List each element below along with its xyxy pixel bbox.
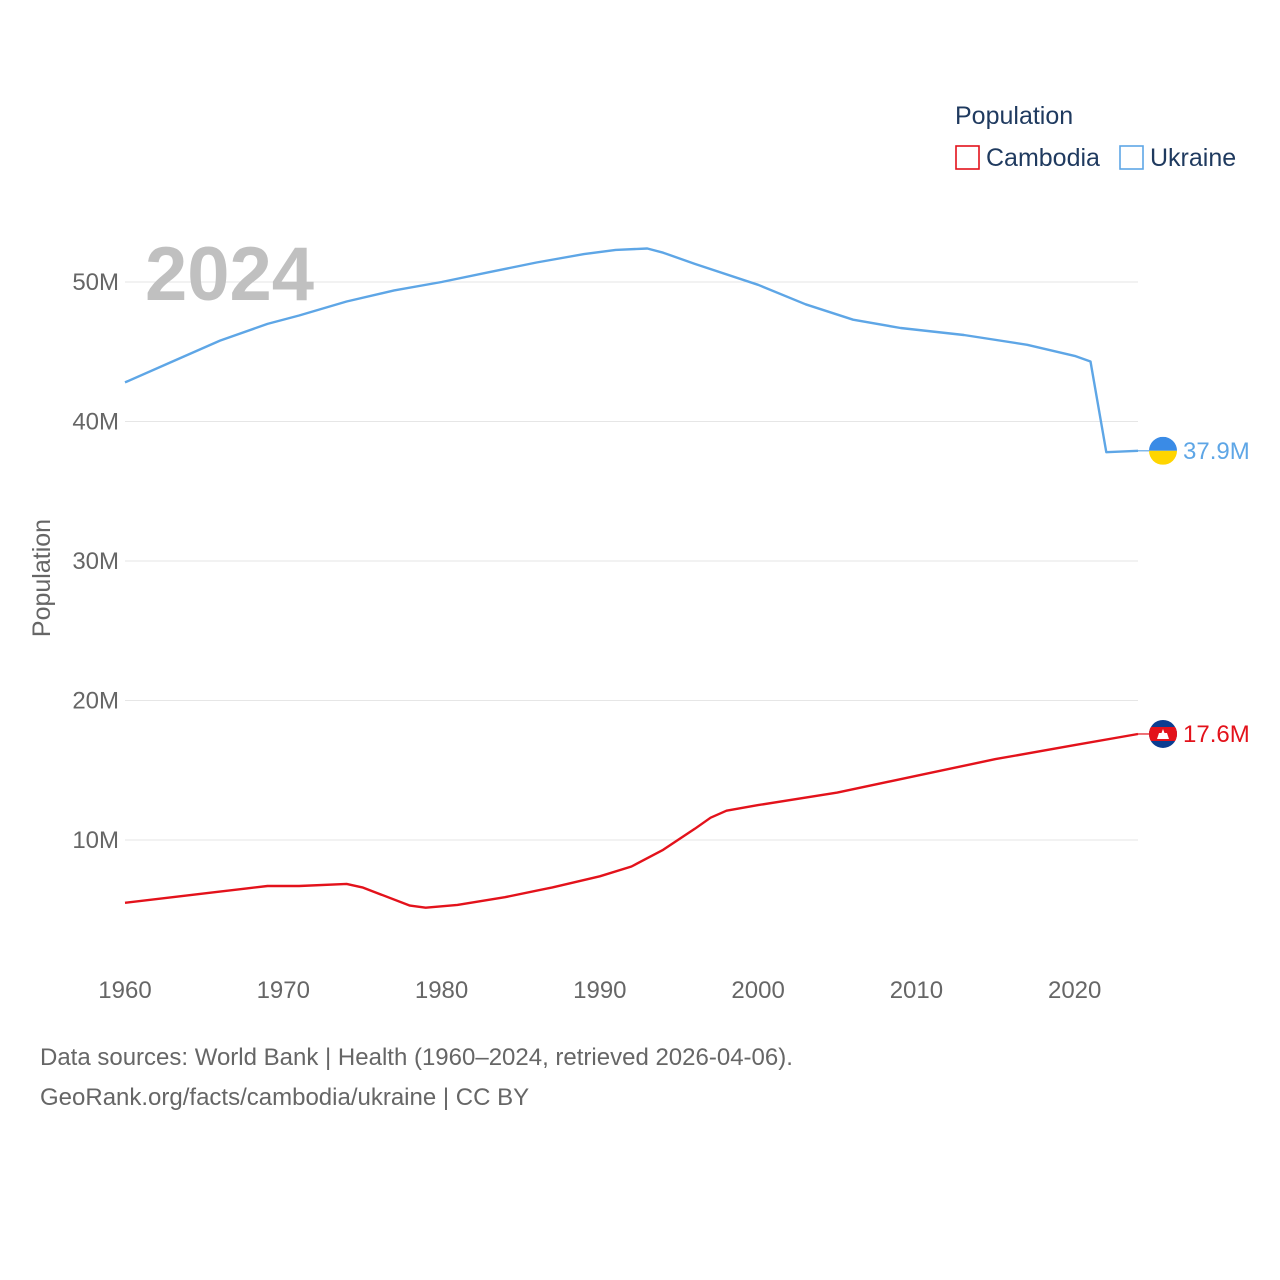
x-axis-ticks: 1960 1970 1980 1990 2000 2010 2020 <box>98 977 1101 1004</box>
legend-swatch-cambodia <box>955 145 980 170</box>
legend-swatch-ukraine <box>1119 145 1144 170</box>
y-tick-label: 50M <box>72 269 119 296</box>
ukraine-line <box>124 247 1139 454</box>
y-axis-title: Population <box>28 519 56 637</box>
cambodia-line <box>124 732 1139 909</box>
legend-title: Population <box>955 102 1073 130</box>
y-tick-label: 20M <box>72 688 119 715</box>
ukraine-end-label: 37.9M <box>1183 438 1250 465</box>
credit-line: GeoRank.org/facts/cambodia/ukraine | CC … <box>40 1084 530 1111</box>
series-lines <box>124 247 1139 909</box>
x-tick-label: 2000 <box>731 977 784 1004</box>
y-tick-label: 40M <box>72 409 119 436</box>
y-axis-ticks: 10M 20M 30M 40M 50M <box>72 269 119 854</box>
legend-label-ukraine: Ukraine <box>1150 144 1236 172</box>
cambodia-flag-icon <box>1149 719 1177 748</box>
y-tick-label: 30M <box>72 548 119 575</box>
source-line: Data sources: World Bank | Health (1960–… <box>40 1044 793 1071</box>
legend: Population Cambodia Ukraine <box>955 102 1236 172</box>
year-overlay: 2024 <box>145 232 314 317</box>
x-tick-label: 2020 <box>1048 977 1101 1004</box>
gridlines <box>125 281 1138 841</box>
x-tick-label: 1980 <box>415 977 468 1004</box>
x-tick-label: 1990 <box>573 977 626 1004</box>
x-tick-label: 1970 <box>257 977 310 1004</box>
cambodia-end-label: 17.6M <box>1183 721 1250 748</box>
y-tick-label: 10M <box>72 827 119 854</box>
ukraine-flag-icon <box>1149 436 1177 465</box>
legend-label-cambodia: Cambodia <box>986 144 1100 172</box>
x-tick-label: 1960 <box>98 977 151 1004</box>
series-end-markers: 17.6M 37.9M <box>1138 436 1250 748</box>
x-tick-label: 2010 <box>890 977 943 1004</box>
